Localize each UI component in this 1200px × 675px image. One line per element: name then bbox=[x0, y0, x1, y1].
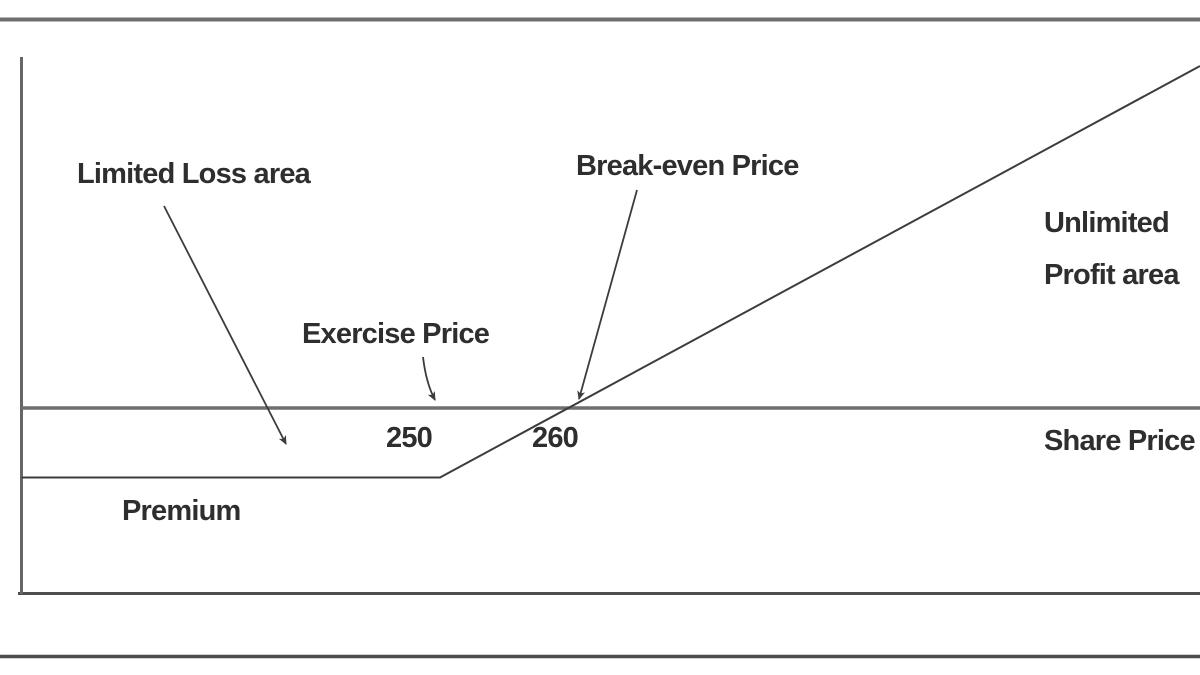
unlimited-profit-line2: Profit area bbox=[1044, 259, 1179, 291]
limited-loss-arrow bbox=[163, 205, 287, 445]
premium-label: Premium bbox=[122, 495, 241, 527]
x-tick-260: 260 bbox=[532, 422, 579, 454]
x-tick-250: 250 bbox=[386, 422, 433, 454]
share-price-axis-label: Share Price bbox=[1044, 425, 1196, 457]
break-even-label: Break-even Price bbox=[576, 150, 799, 182]
unlimited-profit-line1: Unlimited bbox=[1044, 207, 1170, 239]
unlimited-profit-label: Unlimited Profit area bbox=[1044, 197, 1179, 301]
payoff-line bbox=[21, 65, 1200, 479]
exercise-price-label: Exercise Price bbox=[302, 318, 490, 350]
exercise-price-arrow bbox=[422, 356, 436, 401]
limited-loss-label: Limited Loss area bbox=[77, 158, 311, 190]
break-even-arrow bbox=[577, 189, 638, 400]
